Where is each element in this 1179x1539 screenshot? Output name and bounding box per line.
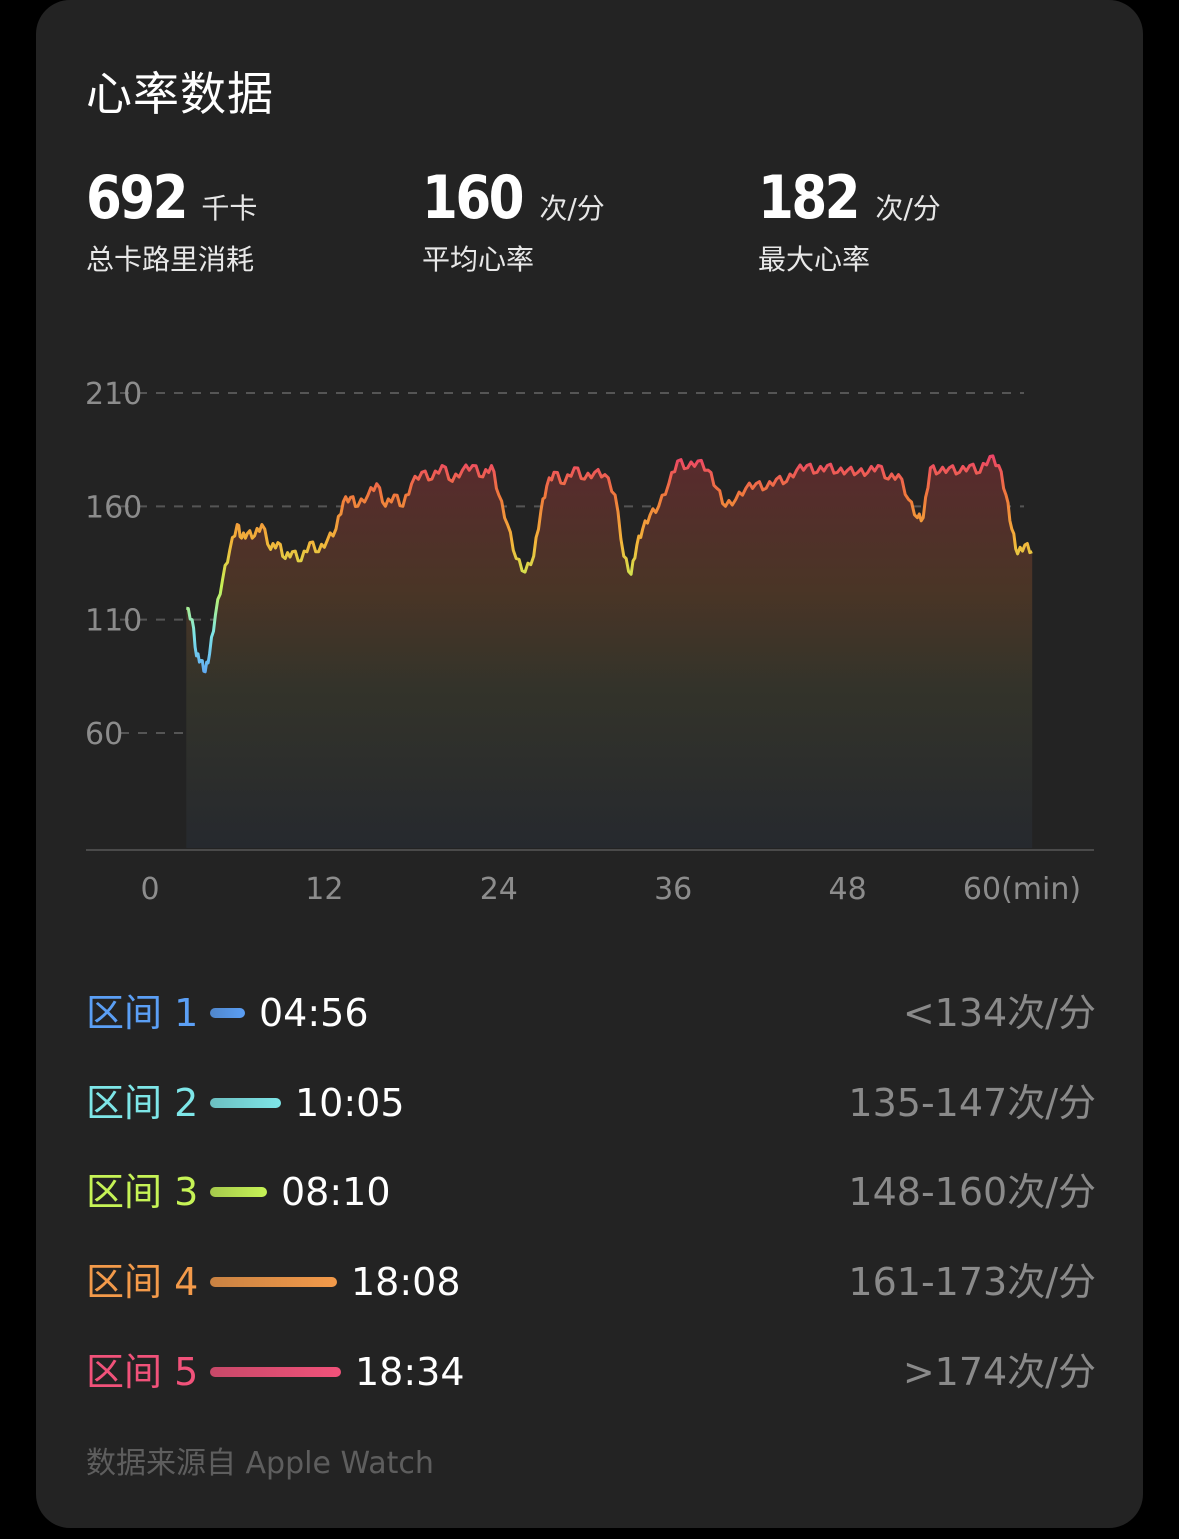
zone-name: 区间 5 [86,1350,199,1394]
heart-rate-chart: 210 160 110 60 0 12 24 36 48 60(min) [85,377,1094,907]
heart-rate-line [186,454,1033,674]
zone-range: 148-160次/分 [848,1170,1096,1214]
page-title: 心率数据 [86,67,274,121]
zone-range: 135-147次/分 [848,1081,1096,1125]
stat-unit: 千卡 [201,192,258,225]
y-tick-label: 210 [85,377,142,412]
y-axis-ticks: 210 160 110 60 [85,377,142,752]
zone-time: 18:34 [355,1350,465,1394]
stat-avg-hr: 160 次/分 平均心率 [422,160,605,278]
stat-value: 182 [758,163,861,233]
stat-unit: 次/分 [539,192,605,225]
zone-range: 161-173次/分 [848,1260,1096,1304]
x-axis-ticks: 0 12 24 36 48 60(min) [140,872,1081,907]
stat-label: 最大心率 [758,243,871,276]
stat-label: 总卡路里消耗 [86,243,255,276]
x-tick-label: 60(min) [963,872,1081,907]
y-tick-label: 110 [85,604,142,639]
zone-name: 区间 4 [86,1260,199,1304]
x-tick-label: 36 [654,872,692,907]
stat-max-hr: 182 次/分 最大心率 [758,160,941,278]
x-tick-label: 24 [480,872,518,907]
zone-row-1: 区间 1 04:56 <134次/分 [86,988,1096,1038]
stat-value: 160 [422,163,525,233]
zone-name: 区间 2 [86,1081,199,1125]
zone-duration-bar [210,1008,245,1018]
heart-rate-area [186,455,1033,848]
x-tick-label: 48 [829,872,867,907]
y-tick-label: 160 [85,490,142,525]
zone-duration-bar [210,1277,337,1287]
zone-row-3: 区间 3 08:10 148-160次/分 [86,1167,1096,1217]
zone-time: 18:08 [351,1260,461,1304]
data-source-note: 数据来源自 Apple Watch [86,1446,434,1481]
zone-row-5: 区间 5 18:34 >174次/分 [86,1347,1096,1397]
stat-label: 平均心率 [422,243,535,276]
x-tick-label: 12 [305,872,343,907]
stat-calories: 692 千卡 总卡路里消耗 [86,160,257,278]
zone-time: 08:10 [281,1170,391,1214]
stat-value: 692 [86,163,189,233]
zone-name: 区间 3 [86,1170,199,1214]
zone-name: 区间 1 [86,991,199,1035]
zone-row-4: 区间 4 18:08 161-173次/分 [86,1257,1096,1307]
zone-time: 04:56 [259,991,369,1035]
zone-duration-bar [210,1187,267,1197]
zone-duration-bar [210,1098,281,1108]
y-tick-label: 60 [85,717,123,752]
x-tick-label: 0 [140,872,159,907]
zone-row-2: 区间 2 10:05 135-147次/分 [86,1078,1096,1128]
zone-range: <134次/分 [902,991,1096,1035]
zone-range: >174次/分 [902,1350,1096,1394]
zone-time: 10:05 [295,1081,405,1125]
zone-duration-bar [210,1367,341,1377]
stat-unit: 次/分 [875,192,941,225]
